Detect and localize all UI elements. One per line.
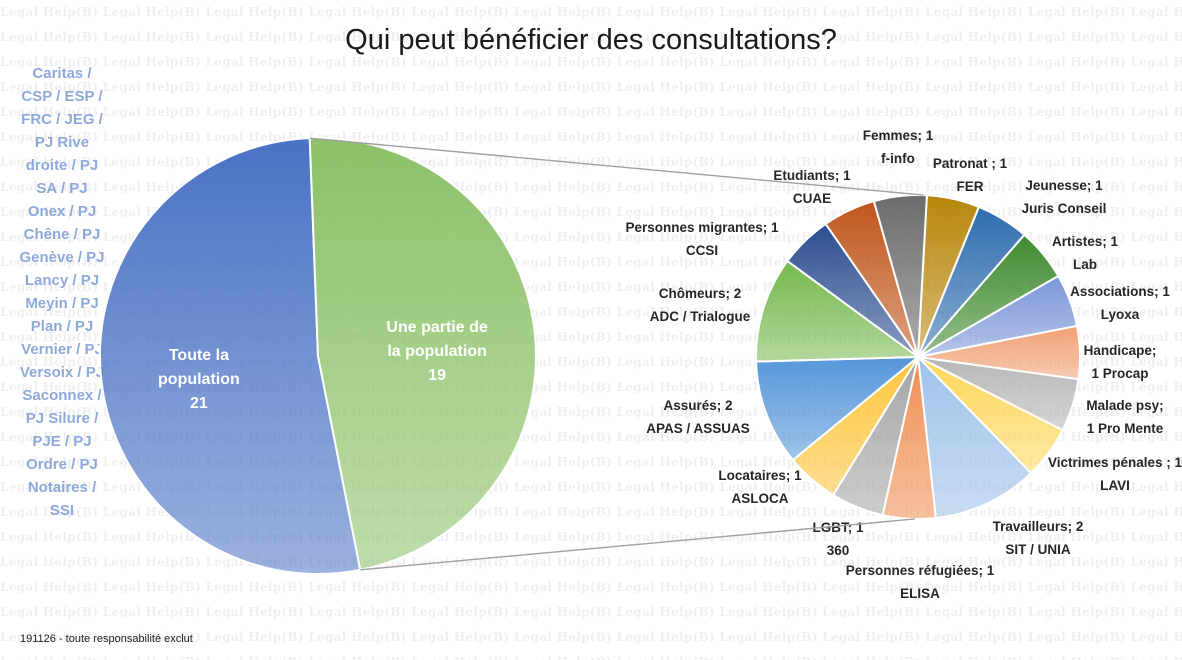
secondary-slice <box>755 355 921 462</box>
secondary-slice-label: Patronat ; 1 FER <box>933 156 1008 194</box>
footnote: 191126 - toute responsabilité exclut <box>20 633 193 645</box>
chart-title: Qui peut bénéficier des consultations? <box>345 24 837 56</box>
connector-line <box>309 137 924 196</box>
secondary-slice-label: Jeunesse; 1 Juris Conseil <box>1022 178 1107 216</box>
secondary-slice-label: Associations; 1 Lyoxa <box>1070 284 1170 322</box>
secondary-slice-label: Femmes; 1 f-info <box>863 128 934 166</box>
secondary-slice-label: Personnes réfugiées; 1 ELISA <box>846 563 995 601</box>
secondary-slice-label: LGBT; 1 360 <box>812 520 863 558</box>
main-slice-label: Une partie de la population 19 <box>386 319 487 384</box>
slice-une-partie <box>308 137 537 572</box>
secondary-slice-label: Etudiants; 1 CUAE <box>773 168 851 206</box>
secondary-slice-label: Personnes migrantes; 1 CCSI <box>625 220 779 258</box>
secondary-slice-label: Assurés; 2 APAS / ASSUAS <box>646 398 750 436</box>
secondary-slice-label: Handicape; 1 Procap <box>1084 343 1157 381</box>
secondary-slice-label: Artistes; 1 Lab <box>1052 234 1119 272</box>
secondary-slice <box>872 194 928 358</box>
connector-line <box>360 518 915 571</box>
secondary-slice <box>755 259 921 363</box>
secondary-slice-label: Chômeurs; 2 ADC / Trialogue <box>650 286 751 324</box>
main-slice-annotation: Caritas / CSP / ESP / FRC / JEG / PJ Riv… <box>19 65 105 519</box>
main-slice-label: Toute la population 21 <box>158 347 240 412</box>
secondary-slice-label: Travailleurs; 2 SIT / UNIA <box>993 519 1084 557</box>
secondary-slice-label: Victrimes pénales ; 1 LAVI <box>1048 455 1182 493</box>
slice-toute-la-population <box>99 137 362 575</box>
secondary-slice-label: Locataires; 1 ASLOCA <box>718 468 802 506</box>
secondary-slice <box>916 354 1033 520</box>
secondary-slice-label: Malade psy; 1 Pro Mente <box>1086 398 1163 436</box>
